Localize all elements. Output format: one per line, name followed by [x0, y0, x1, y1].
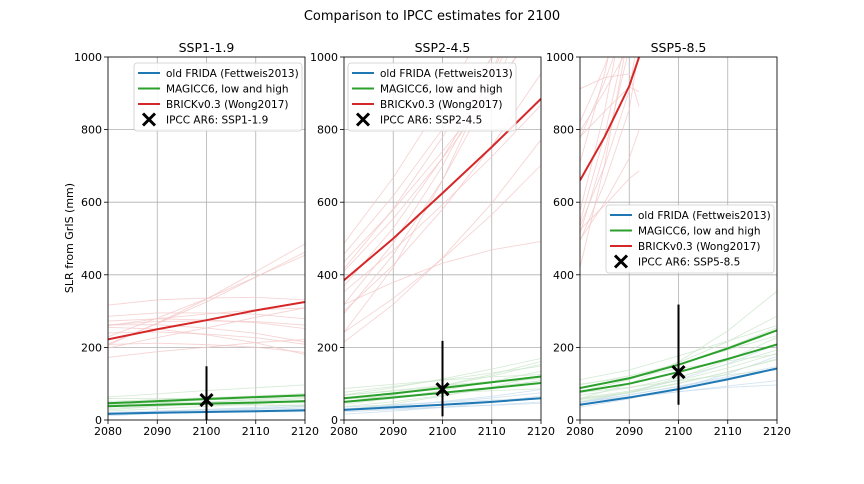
legend-entry: old FRIDA (Fettweis2013) [638, 210, 771, 222]
panel-title: SSP2-4.5 [415, 40, 471, 55]
legend-entry: BRICKv0.3 (Wong2017) [166, 99, 289, 111]
x-tick-label: 2100 [193, 425, 221, 438]
legend-entry: old FRIDA (Fettweis2013) [380, 68, 513, 80]
legend: old FRIDA (Fettweis2013) MAGICC6, low and… [134, 63, 302, 131]
y-tick-label: 600 [553, 196, 574, 209]
x-tick-label: 2110 [478, 425, 506, 438]
y-tick-label: 800 [553, 124, 574, 137]
x-tick-label: 2100 [429, 425, 457, 438]
x-tick-label: 2120 [291, 425, 319, 438]
ensemble-trace [580, 0, 639, 138]
x-tick-label: 2110 [714, 425, 742, 438]
legend-entry: IPCC AR6: SSP1-1.9 [166, 115, 268, 127]
ensemble-trace [580, 0, 639, 222]
x-tick-label: 2110 [242, 425, 270, 438]
y-tick-label: 1000 [546, 51, 574, 64]
y-tick-label: 0 [331, 414, 338, 427]
legend-entry: MAGICC6, low and high [380, 84, 503, 96]
legend-entry: BRICKv0.3 (Wong2017) [638, 241, 761, 253]
y-tick-label: 200 [317, 341, 338, 354]
legend-entry: IPCC AR6: SSP2-4.5 [380, 115, 482, 127]
legend-entry: old FRIDA (Fettweis2013) [166, 68, 299, 80]
y-tick-label: 0 [567, 414, 574, 427]
y-axis-label: SLR from GrIS (mm) [63, 183, 76, 293]
legend-entry: MAGICC6, low and high [638, 226, 761, 238]
y-tick-label: 600 [81, 196, 102, 209]
x-tick-label: 2090 [143, 425, 171, 438]
x-tick-label: 2120 [763, 425, 791, 438]
y-tick-label: 800 [317, 124, 338, 137]
y-tick-label: 1000 [74, 51, 102, 64]
legend-entry: IPCC AR6: SSP5-8.5 [638, 257, 740, 269]
x-tick-label: 2100 [665, 425, 693, 438]
y-tick-label: 400 [81, 269, 102, 282]
x-tick-label: 2120 [527, 425, 555, 438]
y-tick-label: 800 [81, 124, 102, 137]
y-tick-label: 0 [95, 414, 102, 427]
x-tick-label: 2090 [615, 425, 643, 438]
y-tick-label: 600 [317, 196, 338, 209]
y-tick-label: 400 [553, 269, 574, 282]
panel-title: SSP1-1.9 [179, 40, 235, 55]
legend: old FRIDA (Fettweis2013) MAGICC6, low and… [348, 63, 516, 131]
legend-entry: BRICKv0.3 (Wong2017) [380, 99, 503, 111]
legend: old FRIDA (Fettweis2013) MAGICC6, low and… [606, 205, 774, 273]
figure-title: Comparison to IPCC estimates for 2100 [304, 9, 560, 24]
y-tick-label: 200 [553, 341, 574, 354]
y-tick-label: 1000 [310, 51, 338, 64]
x-tick-label: 2090 [379, 425, 407, 438]
y-tick-label: 200 [81, 341, 102, 354]
y-tick-label: 400 [317, 269, 338, 282]
panel-title: SSP5-8.5 [651, 40, 707, 55]
legend-entry: MAGICC6, low and high [166, 84, 289, 96]
